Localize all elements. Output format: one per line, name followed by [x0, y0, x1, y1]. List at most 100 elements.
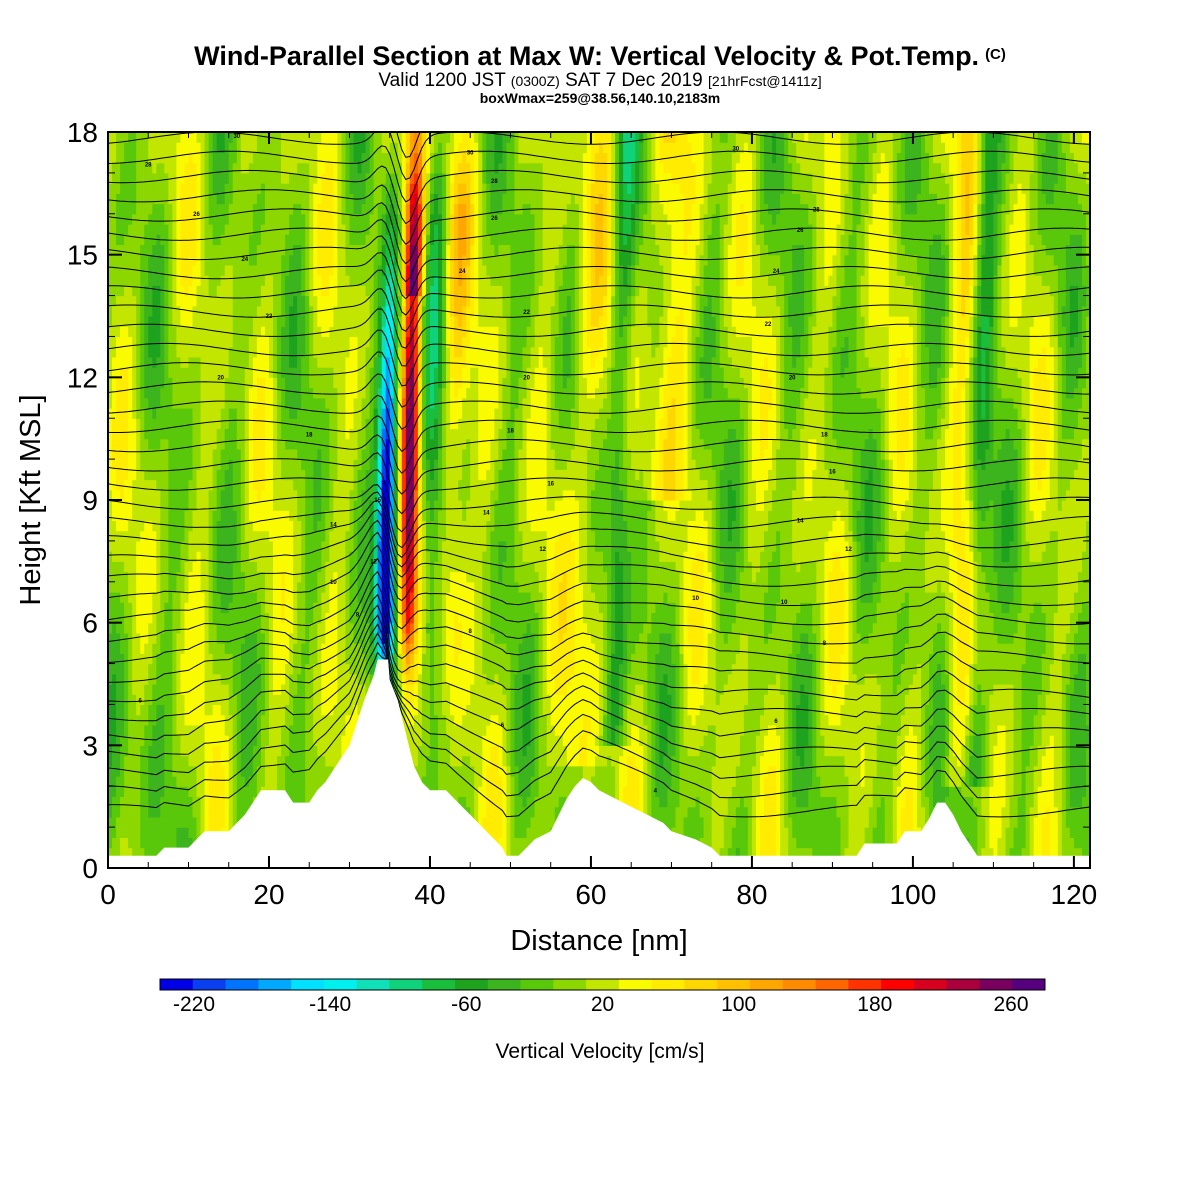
field-cell	[108, 694, 113, 706]
field-cell	[212, 796, 218, 808]
field-cell	[240, 765, 246, 777]
field-cell	[442, 735, 447, 746]
field-cell	[421, 735, 427, 746]
field-cell	[506, 694, 512, 706]
field-cell	[494, 673, 499, 685]
field-cell	[840, 724, 846, 736]
field-cell	[631, 663, 636, 675]
field-cell	[671, 724, 677, 736]
field-cell	[965, 776, 970, 787]
field-cell	[526, 684, 532, 695]
field-cell	[506, 745, 512, 757]
field-cell	[345, 735, 351, 746]
field-cell	[538, 663, 544, 675]
field-cell	[699, 786, 705, 798]
field-cell	[156, 694, 161, 706]
field-cell	[582, 714, 588, 726]
field-cell	[735, 724, 741, 736]
field-cell	[844, 776, 850, 787]
field-cell	[413, 673, 419, 685]
field-cell	[699, 714, 705, 726]
field-cell	[124, 786, 129, 798]
field-cell	[566, 765, 572, 777]
field-cell	[691, 765, 697, 777]
field-cell	[160, 704, 165, 716]
field-cell	[929, 786, 934, 798]
field-cell	[759, 827, 765, 838]
field-cell	[663, 786, 669, 798]
field-cell	[880, 714, 886, 726]
field-cell	[574, 735, 580, 746]
field-cell	[244, 745, 250, 757]
field-cell	[864, 714, 870, 726]
field-cell	[892, 724, 898, 736]
field-cell	[659, 735, 664, 746]
field-cell	[216, 735, 222, 746]
field-cell	[719, 735, 725, 746]
field-cell	[812, 735, 817, 746]
field-cell	[530, 806, 536, 818]
field-cell	[912, 776, 918, 787]
field-cell	[852, 673, 858, 685]
field-cell	[655, 673, 660, 685]
field-cell	[510, 673, 516, 685]
field-cell	[277, 684, 282, 695]
field-cell	[675, 714, 681, 726]
field-cell	[1061, 816, 1067, 828]
field-cell	[848, 827, 854, 838]
field-cell	[462, 765, 467, 777]
field-cell	[908, 796, 914, 808]
field-cell	[1033, 755, 1039, 767]
field-cell	[240, 673, 246, 685]
field-cell	[1001, 776, 1007, 787]
field-cell	[534, 796, 540, 808]
field-cell	[309, 735, 314, 746]
field-cell	[888, 786, 894, 798]
field-cell	[864, 827, 870, 838]
field-cell	[454, 745, 459, 757]
field-cell	[466, 714, 471, 726]
field-cell	[836, 755, 842, 767]
field-cell	[248, 776, 254, 787]
field-cell	[152, 704, 157, 716]
field-cell	[542, 724, 548, 736]
field-cell	[965, 786, 970, 798]
field-cell	[973, 827, 978, 838]
field-cell	[502, 755, 508, 767]
field-cell	[136, 786, 141, 798]
field-cell	[619, 684, 624, 695]
field-cell	[578, 704, 584, 716]
field-cell	[719, 704, 725, 716]
field-cell	[212, 776, 218, 787]
field-cell	[643, 776, 648, 787]
field-cell	[864, 786, 870, 798]
field-cell	[317, 724, 322, 736]
field-cell	[309, 714, 314, 726]
field-cell	[876, 776, 882, 787]
field-cell	[699, 663, 705, 675]
field-cell	[200, 745, 206, 757]
field-cell	[977, 704, 982, 716]
field-cell	[429, 745, 435, 757]
field-cell	[719, 694, 725, 706]
field-cell	[687, 816, 693, 828]
field-cell	[466, 755, 471, 767]
field-cell	[365, 673, 371, 685]
field-cell	[538, 765, 544, 777]
field-cell	[538, 704, 544, 716]
field-cell	[864, 765, 870, 777]
field-cell	[768, 663, 773, 675]
field-cell	[739, 673, 745, 685]
field-cell	[1025, 673, 1031, 685]
field-cell	[627, 765, 632, 777]
field-cell	[667, 806, 673, 818]
field-cell	[667, 776, 673, 787]
field-cell	[192, 745, 198, 757]
field-cell	[116, 724, 121, 736]
field-cell	[800, 694, 805, 706]
field-cell	[494, 827, 499, 838]
field-cell	[703, 724, 709, 736]
field-cell	[780, 755, 785, 767]
field-cell	[329, 653, 334, 665]
field-cell	[973, 755, 978, 767]
